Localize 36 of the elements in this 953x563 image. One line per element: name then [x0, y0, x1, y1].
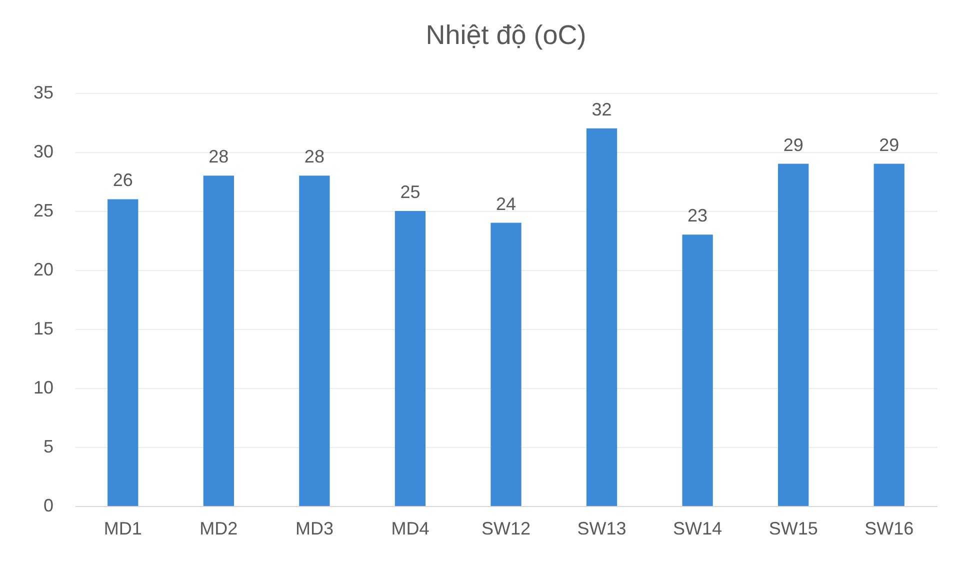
y-tick-label: 30 [33, 142, 54, 162]
y-tick-label: 25 [33, 200, 54, 220]
bar [203, 176, 234, 506]
x-tick-label: SW12 [481, 518, 531, 538]
x-tick-label: SW15 [768, 518, 818, 538]
data-label: 24 [496, 194, 516, 214]
y-tick-label: 5 [43, 436, 54, 456]
bar [682, 234, 713, 506]
y-tick-label: 0 [43, 496, 54, 516]
data-label: 25 [400, 182, 420, 202]
data-label: 28 [304, 146, 324, 167]
x-tick-label: SW14 [673, 518, 722, 538]
x-tick-label: MD2 [200, 518, 238, 538]
x-tick-label: SW16 [864, 518, 914, 538]
y-tick-label: 20 [33, 260, 54, 280]
data-label: 28 [208, 146, 229, 167]
data-label: 29 [783, 134, 804, 155]
y-tick-label: 10 [33, 378, 54, 398]
chart-title: Nhiệt độ (oC) [426, 20, 586, 50]
data-label: 32 [592, 99, 612, 120]
y-tick-label: 35 [33, 82, 54, 102]
bar [108, 199, 138, 506]
x-tick-label: MD1 [104, 518, 142, 538]
y-tick-label: 15 [33, 318, 54, 338]
x-tick-label: SW13 [577, 518, 626, 538]
bar [490, 222, 522, 506]
x-tick-label: MD4 [391, 518, 430, 538]
data-label: 23 [688, 206, 708, 226]
bar [874, 164, 904, 506]
data-label: 29 [879, 134, 900, 155]
bar [394, 211, 426, 506]
bar [586, 128, 618, 506]
data-label: 26 [112, 170, 133, 190]
x-tick-label: MD3 [295, 518, 334, 538]
bar [778, 164, 809, 506]
bar [299, 176, 330, 506]
